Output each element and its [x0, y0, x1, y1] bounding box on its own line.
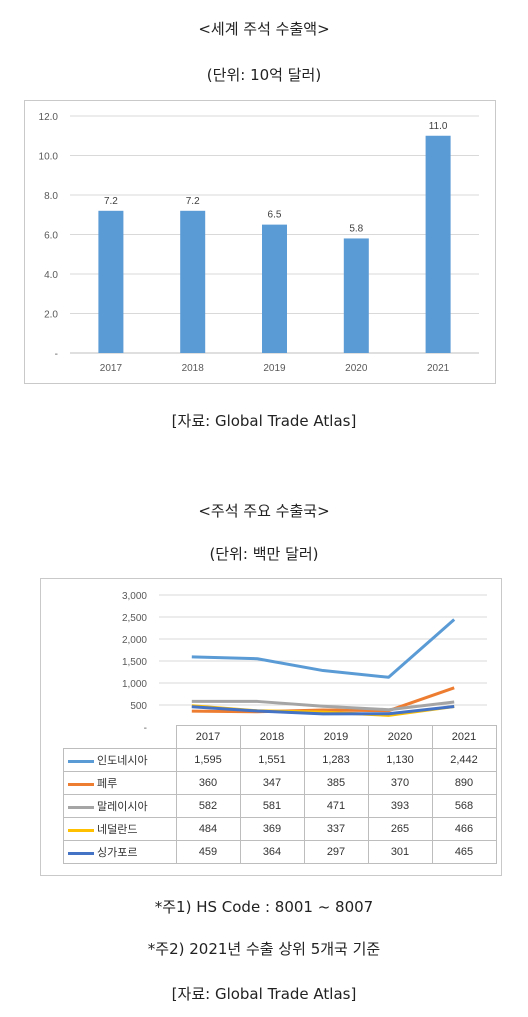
- data-table-cell: 393: [367, 794, 433, 818]
- bar-value-label: 11.0: [429, 121, 448, 132]
- line-y-tick-label: 2,000: [122, 635, 147, 646]
- bar-value-label: 6.5: [268, 210, 282, 221]
- data-table-cell: 484: [175, 817, 241, 841]
- data-table-cell: 465: [431, 840, 497, 864]
- note-hs-code: *주1) HS Code : 8001 ~ 8007: [154, 898, 374, 916]
- bar-x-tick-label: 2020: [345, 363, 368, 374]
- legend-key-swatch: [68, 782, 94, 786]
- data-table-cell: 301: [367, 840, 433, 864]
- legend-key-swatch: [68, 759, 94, 763]
- data-table-cell: 1,595: [175, 748, 241, 772]
- bar-y-tick-label: -: [55, 349, 58, 360]
- chart2-source: [자료: Global Trade Atlas]: [171, 985, 357, 1003]
- data-table-cell: 360: [175, 771, 241, 795]
- chart1-title: <세계 주석 수출액>: [198, 20, 330, 38]
- legend-series-name: 인도네시아: [97, 755, 148, 767]
- data-table-cell: 265: [367, 817, 433, 841]
- bar-value-label: 7.2: [186, 196, 200, 207]
- legend-entry: 페루: [63, 771, 177, 795]
- data-table-cell: 385: [303, 771, 369, 795]
- data-table-cell: 466: [431, 817, 497, 841]
- line-chart: - 500 1,000 1,500 2,000 2,500 3,000: [122, 591, 487, 729]
- data-table-year-header: 2019: [303, 725, 369, 749]
- legend-entry: 네덜란드: [63, 817, 177, 841]
- legend-entry: 싱가포르: [63, 840, 177, 864]
- data-table-year-header: 2021: [431, 725, 497, 749]
- line-y-tick-label: 500: [130, 701, 147, 712]
- legend-entry: 인도네시아: [63, 748, 177, 772]
- bar-x-tick-label: 2018: [182, 363, 205, 374]
- bar-y-tick-label: 6.0: [44, 231, 58, 242]
- data-table-year-header: 2018: [239, 725, 305, 749]
- bar-chart: - 2.0 4.0 6.0 8.0 10.0 12.0 7.2 2017 7.2 2018 6.5 20…: [39, 112, 479, 374]
- data-table-cell: 337: [303, 817, 369, 841]
- line-y-tick-label: -: [144, 723, 147, 729]
- legend-key-swatch: [68, 828, 94, 832]
- data-table-cell: 581: [239, 794, 305, 818]
- bar-x-tick-label: 2019: [263, 363, 286, 374]
- chart1-source: [자료: Global Trade Atlas]: [171, 412, 357, 430]
- data-table-cell: 459: [175, 840, 241, 864]
- line-chart-frame: -500 1,000 1,500 2,000 2,500 3,000 2017 2018 20…: [40, 578, 502, 876]
- data-table-row: 말레이시아 582 581 471 393 568: [63, 794, 497, 818]
- data-table-cell: 2,442: [431, 748, 497, 772]
- data-table-cell: 347: [239, 771, 305, 795]
- data-table: 2017 2018 2019 2020 2021 인도네시아 1,595 1,551 1,28…: [63, 725, 497, 864]
- series-line-2: [191, 686, 455, 714]
- line-y-tick-label: 3,000: [122, 591, 147, 602]
- series-line-1: [191, 618, 456, 679]
- data-table-cell: 1,130: [367, 748, 433, 772]
- data-table-cell: 297: [303, 840, 369, 864]
- data-table-cell: 582: [175, 794, 241, 818]
- chart2-unit: (단위: 백만 달러): [209, 545, 319, 563]
- legend-series-name: 페루: [97, 778, 118, 790]
- data-table-year-header: 2017: [175, 725, 241, 749]
- data-table-corner: [64, 726, 177, 749]
- line-y-tick-label: 1,000: [122, 679, 147, 690]
- bar-y-tick-label: 4.0: [44, 270, 58, 281]
- legend-series-name: 말레이시아: [97, 801, 148, 813]
- legend-key-swatch: [68, 851, 94, 855]
- bar-y-tick-label: 12.0: [39, 112, 59, 123]
- data-table-cell: 370: [367, 771, 433, 795]
- line-y-tick-label: 1,500: [122, 657, 147, 668]
- series-line-5: [191, 705, 455, 716]
- bar-y-tick-label: 10.0: [39, 152, 59, 163]
- bar-value-label: 7.2: [104, 196, 118, 207]
- data-table-cell: 369: [239, 817, 305, 841]
- data-table-row: 네덜란드 484 369 337 265 466: [63, 817, 497, 841]
- data-table-cell: 568: [431, 794, 497, 818]
- legend-series-name: 싱가포르: [97, 847, 138, 859]
- bar-y-tick-label: 8.0: [44, 191, 58, 202]
- series-line-3: [191, 699, 455, 712]
- chart1-unit: (단위: 10억 달러): [206, 66, 322, 84]
- line-y-tick-label: 2,500: [122, 613, 147, 624]
- data-table-row: 인도네시아 1,595 1,551 1,283 1,130 2,442: [63, 748, 497, 772]
- data-table-row: 페루 360 347 385 370 890: [63, 771, 497, 795]
- bar-2019: [262, 224, 287, 353]
- legend-entry: 말레이시아: [63, 794, 177, 818]
- bar-y-tick-label: 2.0: [44, 310, 58, 321]
- bar-chart-frame: - 2.0 4.0 6.0 8.0 10.0 12.0 7.2 2017 7.2 2018 6.5 20…: [24, 100, 496, 384]
- data-table-year-header: 2020: [367, 725, 433, 749]
- data-table-cell: 1,551: [239, 748, 305, 772]
- bar-2018: [180, 210, 206, 353]
- data-table-row: 싱가포르 459 364 297 301 465: [63, 840, 497, 864]
- legend-series-name: 네덜란드: [97, 824, 138, 836]
- note-basis: *주2) 2021년 수출 상위 5개국 기준: [147, 940, 381, 958]
- data-table-cell: 1,283: [303, 748, 369, 772]
- data-table-header: 2017 2018 2019 2020 2021: [64, 725, 497, 749]
- data-table-cell: 471: [303, 794, 369, 818]
- bar-value-label: 5.8: [349, 223, 363, 234]
- chart2-title: <주석 주요 수출국>: [198, 502, 330, 520]
- bar-x-tick-label: 2021: [427, 363, 450, 374]
- bar-x-tick-label: 2017: [100, 363, 123, 374]
- data-table-cell: 364: [239, 840, 305, 864]
- legend-key-swatch: [68, 805, 94, 809]
- bar-2021: [425, 135, 451, 353]
- bar-2020: [343, 238, 369, 353]
- bar-2017: [98, 210, 124, 353]
- data-table-cell: 890: [431, 771, 497, 795]
